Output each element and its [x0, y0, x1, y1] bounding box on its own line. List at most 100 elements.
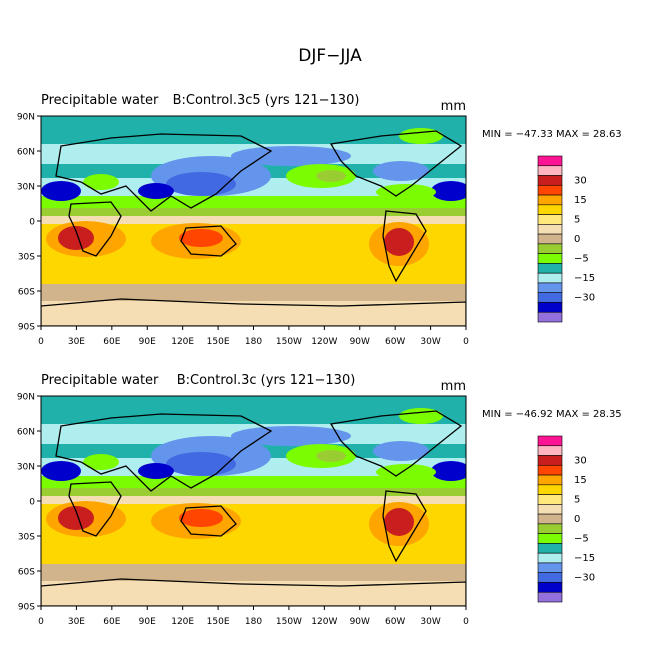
- colorbar-label: −5: [574, 534, 589, 545]
- colorbar-swatch: [537, 523, 563, 534]
- band-fill: [41, 396, 466, 424]
- coastline: [55, 133, 273, 212]
- x-tick-label: 120E: [171, 617, 194, 627]
- band-fill: [41, 216, 466, 224]
- colorbar-swatch: [537, 175, 563, 186]
- blob-west-core: [41, 461, 81, 481]
- blob-africa-red: [58, 226, 94, 250]
- colorbar-swatch: [537, 513, 563, 525]
- band-fill: [41, 196, 466, 208]
- coastline: [180, 505, 237, 537]
- x-tick-label: 150W: [276, 337, 302, 347]
- colorbar-swatch: [537, 484, 563, 495]
- y-tick-label: 90N: [17, 393, 35, 403]
- panel-units: mm: [441, 99, 466, 114]
- colorbar: 30 15 5 0 −5 −15 −30: [537, 155, 595, 323]
- colorbar-swatch: [537, 272, 563, 284]
- colorbar-swatch: [537, 504, 563, 515]
- blob-africa-north-green: [83, 174, 119, 190]
- colorbar-label: 0: [574, 514, 580, 525]
- colorbar-swatch: [537, 292, 563, 303]
- panel-title-center: B:Control.3c5 (yrs 121−130): [173, 93, 360, 108]
- x-tick-label: 120E: [171, 337, 194, 347]
- blob-arctic-green: [399, 128, 443, 144]
- y-tick-label: 60N: [17, 148, 35, 158]
- y-tick-label: 90S: [18, 323, 35, 333]
- blob-asia-darkblue: [166, 452, 236, 476]
- band-fill: [41, 284, 466, 301]
- coastline: [382, 490, 427, 563]
- blob-itcz-green: [271, 488, 351, 496]
- blob-africa-red: [58, 506, 94, 530]
- colorbar-swatch: [537, 253, 563, 264]
- colorbar-swatch: [537, 204, 563, 215]
- x-tick-label: 30W: [420, 617, 440, 627]
- colorbar-swatch: [537, 224, 563, 235]
- colorbar-label: −5: [574, 254, 589, 265]
- x-tick-label: 60E: [103, 337, 120, 347]
- colorbar-swatch: [537, 184, 563, 196]
- colorbar-label: 5: [574, 214, 580, 225]
- coastline: [68, 201, 122, 257]
- y-tick-label: 30N: [17, 463, 35, 473]
- colorbar-label: −15: [574, 273, 595, 284]
- colorbar-swatch: [537, 533, 563, 544]
- x-tick-label: 150E: [207, 617, 230, 627]
- blob-pacific-north: [231, 146, 351, 166]
- colorbar-swatch: [537, 194, 563, 206]
- band-fill: [41, 488, 466, 496]
- colorbar-label: 5: [574, 494, 580, 505]
- colorbar-swatch: [537, 165, 563, 176]
- x-tick-label: 60W: [385, 337, 405, 347]
- y-tick-label: 0: [29, 218, 35, 228]
- blob-australia-red: [179, 229, 223, 247]
- colorbar-swatch: [537, 445, 563, 456]
- coastline: [55, 413, 273, 492]
- coastline: [329, 130, 463, 197]
- blob-itcz-green: [271, 208, 351, 216]
- x-tick-label: 0: [38, 617, 44, 627]
- colorbar-label: 0: [574, 234, 580, 245]
- blob-atlantic-green: [376, 184, 436, 200]
- x-tick-label: 180: [245, 617, 262, 627]
- x-tick-label: 90W: [350, 617, 370, 627]
- stats-label: MIN = −47.33 MAX = 28.63: [482, 129, 622, 140]
- blob-pacific-green-core: [316, 450, 346, 462]
- blob-asia-core: [138, 463, 174, 479]
- colorbar-swatch: [537, 435, 563, 447]
- x-tick-label: 150E: [207, 337, 230, 347]
- x-tick-label: 30W: [420, 337, 440, 347]
- coastline: [41, 298, 466, 326]
- colorbar-swatch: [537, 311, 563, 323]
- blob-africa-north-green: [83, 454, 119, 470]
- band-fill: [41, 116, 466, 144]
- x-tick-label: 30E: [68, 337, 85, 347]
- blob-samerica-red: [384, 228, 414, 256]
- x-tick-label: 90E: [139, 337, 156, 347]
- blob-atlantic-green: [376, 464, 436, 480]
- panel-title-left: Precipitable water: [41, 373, 159, 388]
- blob-samerica-red: [384, 508, 414, 536]
- blob-east-core: [431, 181, 466, 201]
- y-tick-label: 60S: [18, 288, 35, 298]
- colorbar-label: 30: [574, 175, 587, 186]
- band-fill: [41, 208, 466, 216]
- colorbar-swatch: [537, 464, 563, 476]
- colorbar-swatch: [537, 543, 563, 554]
- blob-asia-darkblue: [166, 172, 236, 196]
- x-tick-label: 120W: [311, 617, 337, 627]
- blob-east-core: [431, 461, 466, 481]
- colorbar-swatch: [537, 582, 563, 593]
- colorbar-label: 15: [574, 195, 587, 206]
- x-tick-label: 0: [463, 337, 469, 347]
- y-tick-label: 0: [29, 498, 35, 508]
- colorbar-swatch: [537, 243, 563, 254]
- coastline: [180, 225, 237, 257]
- colorbar-swatch: [537, 455, 563, 466]
- y-tick-label: 60S: [18, 568, 35, 578]
- x-tick-label: 180: [245, 337, 262, 347]
- y-tick-label: 60N: [17, 428, 35, 438]
- coastline: [382, 210, 427, 283]
- blob-asia-core: [138, 183, 174, 199]
- coastline: [41, 578, 466, 606]
